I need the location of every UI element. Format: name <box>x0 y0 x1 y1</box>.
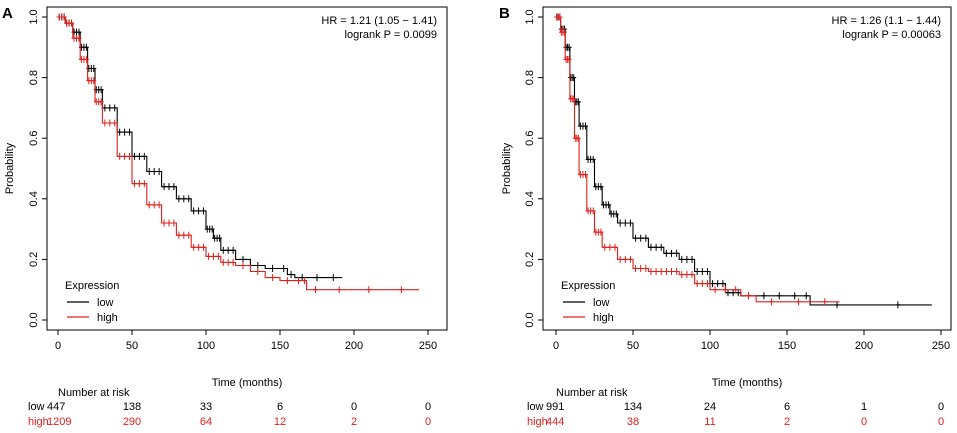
risk-value-low: 134 <box>624 401 642 413</box>
risk-value-low: 0 <box>938 401 944 413</box>
legend-label-high: high <box>593 312 614 324</box>
censor-marks-high <box>554 13 828 306</box>
y-tick-label: 1.0 <box>28 9 40 24</box>
risk-value-high: 2 <box>784 416 790 428</box>
risk-value-low: 6 <box>784 401 790 413</box>
y-tick-label: 0.4 <box>28 191 40 206</box>
x-tick-label: 50 <box>126 340 138 352</box>
panel-label: A <box>2 5 13 22</box>
x-tick-label: 200 <box>855 340 873 352</box>
x-tick-label: 250 <box>932 340 950 352</box>
legend-title: Expression <box>65 280 119 292</box>
y-tick-label: 0.2 <box>524 252 536 267</box>
x-tick-label: 150 <box>778 340 796 352</box>
risk-value-low: 138 <box>123 401 141 413</box>
risk-value-high: 12 <box>274 416 286 428</box>
y-tick-label: 0.0 <box>524 312 536 327</box>
legend-label-low: low <box>593 297 610 309</box>
x-tick-label: 250 <box>419 340 437 352</box>
risk-row-label-low: low <box>527 401 544 413</box>
y-tick-label: 0.4 <box>524 191 536 206</box>
risk-value-low: 0 <box>425 401 431 413</box>
risk-value-high: 0 <box>938 416 944 428</box>
risk-row-label-high: high <box>527 416 548 428</box>
risk-value-high: 11 <box>704 416 715 428</box>
plot-frame <box>542 6 952 331</box>
risk-value-low: 991 <box>546 401 564 413</box>
risk-table-title: Number at risk <box>58 387 130 399</box>
risk-value-high: 444 <box>546 416 564 428</box>
x-tick-label: 0 <box>553 340 559 352</box>
legend-label-high: high <box>97 312 118 324</box>
x-tick-label: 0 <box>55 340 61 352</box>
legend-label-low: low <box>97 297 114 309</box>
risk-value-high: 1209 <box>47 416 71 428</box>
x-tick-label: 200 <box>345 340 363 352</box>
plot-frame <box>46 6 448 331</box>
x-tick-label: 100 <box>701 340 719 352</box>
risk-table-title: Number at risk <box>556 387 628 399</box>
y-tick-label: 1.0 <box>524 9 536 24</box>
legend-title: Expression <box>561 280 615 292</box>
risk-row-label-high: high <box>28 416 49 428</box>
censor-marks-low <box>554 13 901 309</box>
y-tick-label: 0.2 <box>28 252 40 267</box>
survival-curve-low <box>58 16 343 279</box>
y-tick-label: 0.8 <box>524 70 536 85</box>
risk-value-high: 290 <box>123 416 141 428</box>
logrank-p-label: logrank P = 0.0099 <box>345 29 437 41</box>
censor-marks-high <box>56 13 404 294</box>
logrank-p-label: logrank P = 0.00063 <box>842 29 941 41</box>
risk-value-high: 38 <box>627 416 639 428</box>
risk-value-low: 24 <box>704 401 716 413</box>
risk-value-high: 2 <box>351 416 357 428</box>
x-axis-label: Time (months) <box>212 377 283 389</box>
risk-value-low: 6 <box>277 401 283 413</box>
hazard-ratio-label: HR = 1.21 (1.05 − 1.41) <box>321 15 437 27</box>
y-axis-label: Probability <box>4 142 16 194</box>
risk-value-high: 0 <box>425 416 431 428</box>
survival-curve-low <box>556 16 932 306</box>
y-tick-label: 0.6 <box>524 131 536 146</box>
risk-value-low: 447 <box>47 401 65 413</box>
panel-label: B <box>499 5 510 22</box>
y-axis-label: Probability <box>501 142 513 194</box>
survival-curve-high <box>556 16 840 303</box>
x-tick-label: 50 <box>627 340 639 352</box>
risk-value-high: 0 <box>861 416 867 428</box>
risk-row-label-low: low <box>28 401 45 413</box>
censor-marks-low <box>56 13 336 282</box>
x-tick-label: 150 <box>271 340 289 352</box>
risk-value-high: 64 <box>200 416 212 428</box>
x-axis-label: Time (months) <box>712 377 783 389</box>
survival-curve-high <box>58 16 420 291</box>
y-tick-label: 0.0 <box>28 312 40 327</box>
y-tick-label: 0.6 <box>28 131 40 146</box>
y-tick-label: 0.8 <box>28 70 40 85</box>
risk-value-low: 33 <box>200 401 212 413</box>
risk-value-low: 1 <box>861 401 867 413</box>
x-tick-label: 100 <box>197 340 215 352</box>
hazard-ratio-label: HR = 1.26 (1.1 − 1.44) <box>832 15 941 27</box>
risk-value-low: 0 <box>351 401 357 413</box>
